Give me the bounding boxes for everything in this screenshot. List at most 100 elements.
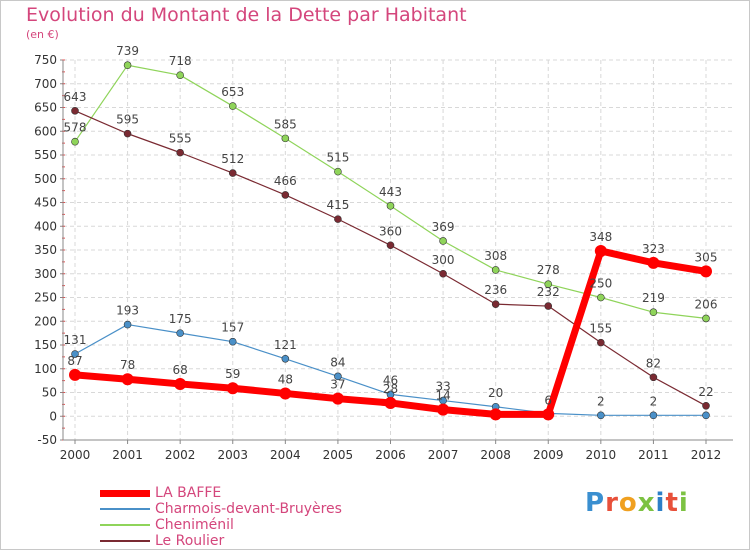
data-label: 84 (330, 355, 345, 369)
data-point-la-baffe (279, 387, 292, 400)
data-point-chenimenil (439, 237, 447, 245)
y-tick-label: 250 (34, 291, 57, 305)
data-point-chenimenil (702, 314, 710, 323)
brand-letter: P (585, 488, 606, 518)
data-label: 369 (432, 220, 455, 234)
data-point-charmois-devant-bruyeres (71, 350, 79, 358)
data-point-chenimenil (71, 137, 79, 146)
data-point-le-roulier (491, 300, 500, 308)
y-tick-label: 750 (34, 53, 57, 67)
x-tick-label: 2008 (480, 448, 511, 462)
x-tick-label: 2010 (586, 448, 617, 462)
data-label: 206 (695, 297, 718, 311)
data-point-chenimenil (123, 61, 132, 70)
x-tick-label: 2004 (270, 448, 301, 462)
data-point-le-roulier (439, 269, 447, 278)
data-label: 232 (537, 285, 560, 299)
data-point-le-roulier (702, 401, 710, 410)
data-label: 515 (326, 151, 349, 165)
data-point-chenimenil (334, 167, 342, 176)
data-label: 2 (650, 394, 658, 408)
data-point-le-roulier (386, 241, 395, 250)
data-point-charmois-devant-bruyeres (281, 354, 290, 363)
y-tick-label: -50 (37, 433, 57, 447)
data-point-chenimenil (386, 202, 395, 210)
y-tick-label: 650 (34, 101, 57, 115)
x-tick-label: 2000 (60, 448, 91, 462)
data-point-chenimenil (597, 293, 605, 302)
brand-letter: i (655, 488, 666, 518)
plot-area (63, 60, 733, 440)
data-label: 512 (221, 152, 244, 166)
data-label: 157 (221, 321, 244, 335)
data-label: 2 (597, 394, 605, 408)
data-label: 46 (383, 373, 398, 387)
data-label: 6 (544, 393, 552, 407)
data-point-chenimenil (491, 266, 500, 274)
data-point-la-baffe (121, 373, 134, 386)
y-tick-label: 150 (34, 338, 57, 352)
legend-swatch (100, 524, 150, 526)
data-label: 323 (642, 242, 665, 256)
data-point-charmois-devant-bruyeres (334, 372, 342, 381)
data-label: 22 (698, 385, 713, 399)
data-point-chenimenil (544, 280, 553, 289)
y-tick-label: 500 (34, 172, 57, 186)
data-label: 250 (589, 277, 612, 291)
data-label: 68 (173, 363, 188, 377)
data-point-la-baffe (437, 403, 450, 416)
data-label: 643 (64, 90, 87, 104)
data-point-charmois-devant-bruyeres (228, 337, 237, 346)
data-point-la-baffe (542, 408, 555, 421)
chart-unit: (en €) (26, 28, 59, 41)
data-point-charmois-devant-bruyeres (702, 411, 710, 420)
data-point-la-baffe (331, 392, 344, 405)
y-tick-label: 50 (42, 386, 57, 400)
data-point-le-roulier (281, 191, 290, 199)
data-label: 155 (589, 322, 612, 336)
x-tick-label: 2009 (533, 448, 564, 462)
y-tick-label: 350 (34, 243, 57, 257)
data-label: 300 (432, 253, 455, 267)
x-tick-label: 2011 (638, 448, 669, 462)
data-point-le-roulier (123, 129, 132, 138)
brand-letter: r (605, 488, 619, 518)
x-tick-label: 2003 (217, 448, 248, 462)
y-tick-label: 0 (49, 409, 57, 423)
data-label: 348 (589, 230, 612, 244)
legend-swatch (100, 540, 150, 542)
legend-swatch (100, 508, 150, 510)
legend-label: Charmois-devant-Bruyères (155, 501, 342, 517)
data-point-la-baffe (226, 382, 239, 395)
data-label: 415 (326, 198, 349, 212)
y-tick-label: 550 (34, 148, 57, 162)
data-label: 578 (64, 121, 87, 135)
y-tick-label: 300 (34, 267, 57, 281)
data-point-le-roulier (597, 338, 605, 347)
x-tick-label: 2001 (112, 448, 143, 462)
line-chart: -50 0 50 100 150 200 250 300 350 400 450 500 550 600 6… (34, 44, 733, 462)
x-tick-label: 2002 (165, 448, 196, 462)
brand-logo: Proxiti (585, 488, 689, 518)
y-tick-label: 600 (34, 124, 57, 138)
data-point-le-roulier (71, 107, 79, 115)
x-tick-label: 2012 (691, 448, 722, 462)
data-label: 131 (64, 333, 87, 347)
data-label: 175 (169, 312, 192, 326)
y-tick-label: 200 (34, 314, 57, 328)
brand-letter: t (665, 488, 679, 518)
data-point-la-baffe (174, 377, 187, 390)
y-tick-label: 700 (34, 77, 57, 91)
data-label: 87 (67, 354, 82, 368)
data-label: 278 (537, 263, 560, 277)
y-tick-label: 450 (34, 196, 57, 210)
brand-letter: x (637, 488, 656, 518)
data-point-le-roulier (228, 169, 237, 177)
data-point-chenimenil (649, 308, 658, 317)
data-label: 360 (379, 224, 402, 238)
data-label: 59 (225, 367, 240, 381)
legend-label: LA BAFFE (155, 485, 222, 501)
data-point-charmois-devant-bruyeres (123, 320, 132, 329)
data-label: 78 (120, 358, 135, 372)
legend-label: Le Roulier (155, 533, 225, 549)
